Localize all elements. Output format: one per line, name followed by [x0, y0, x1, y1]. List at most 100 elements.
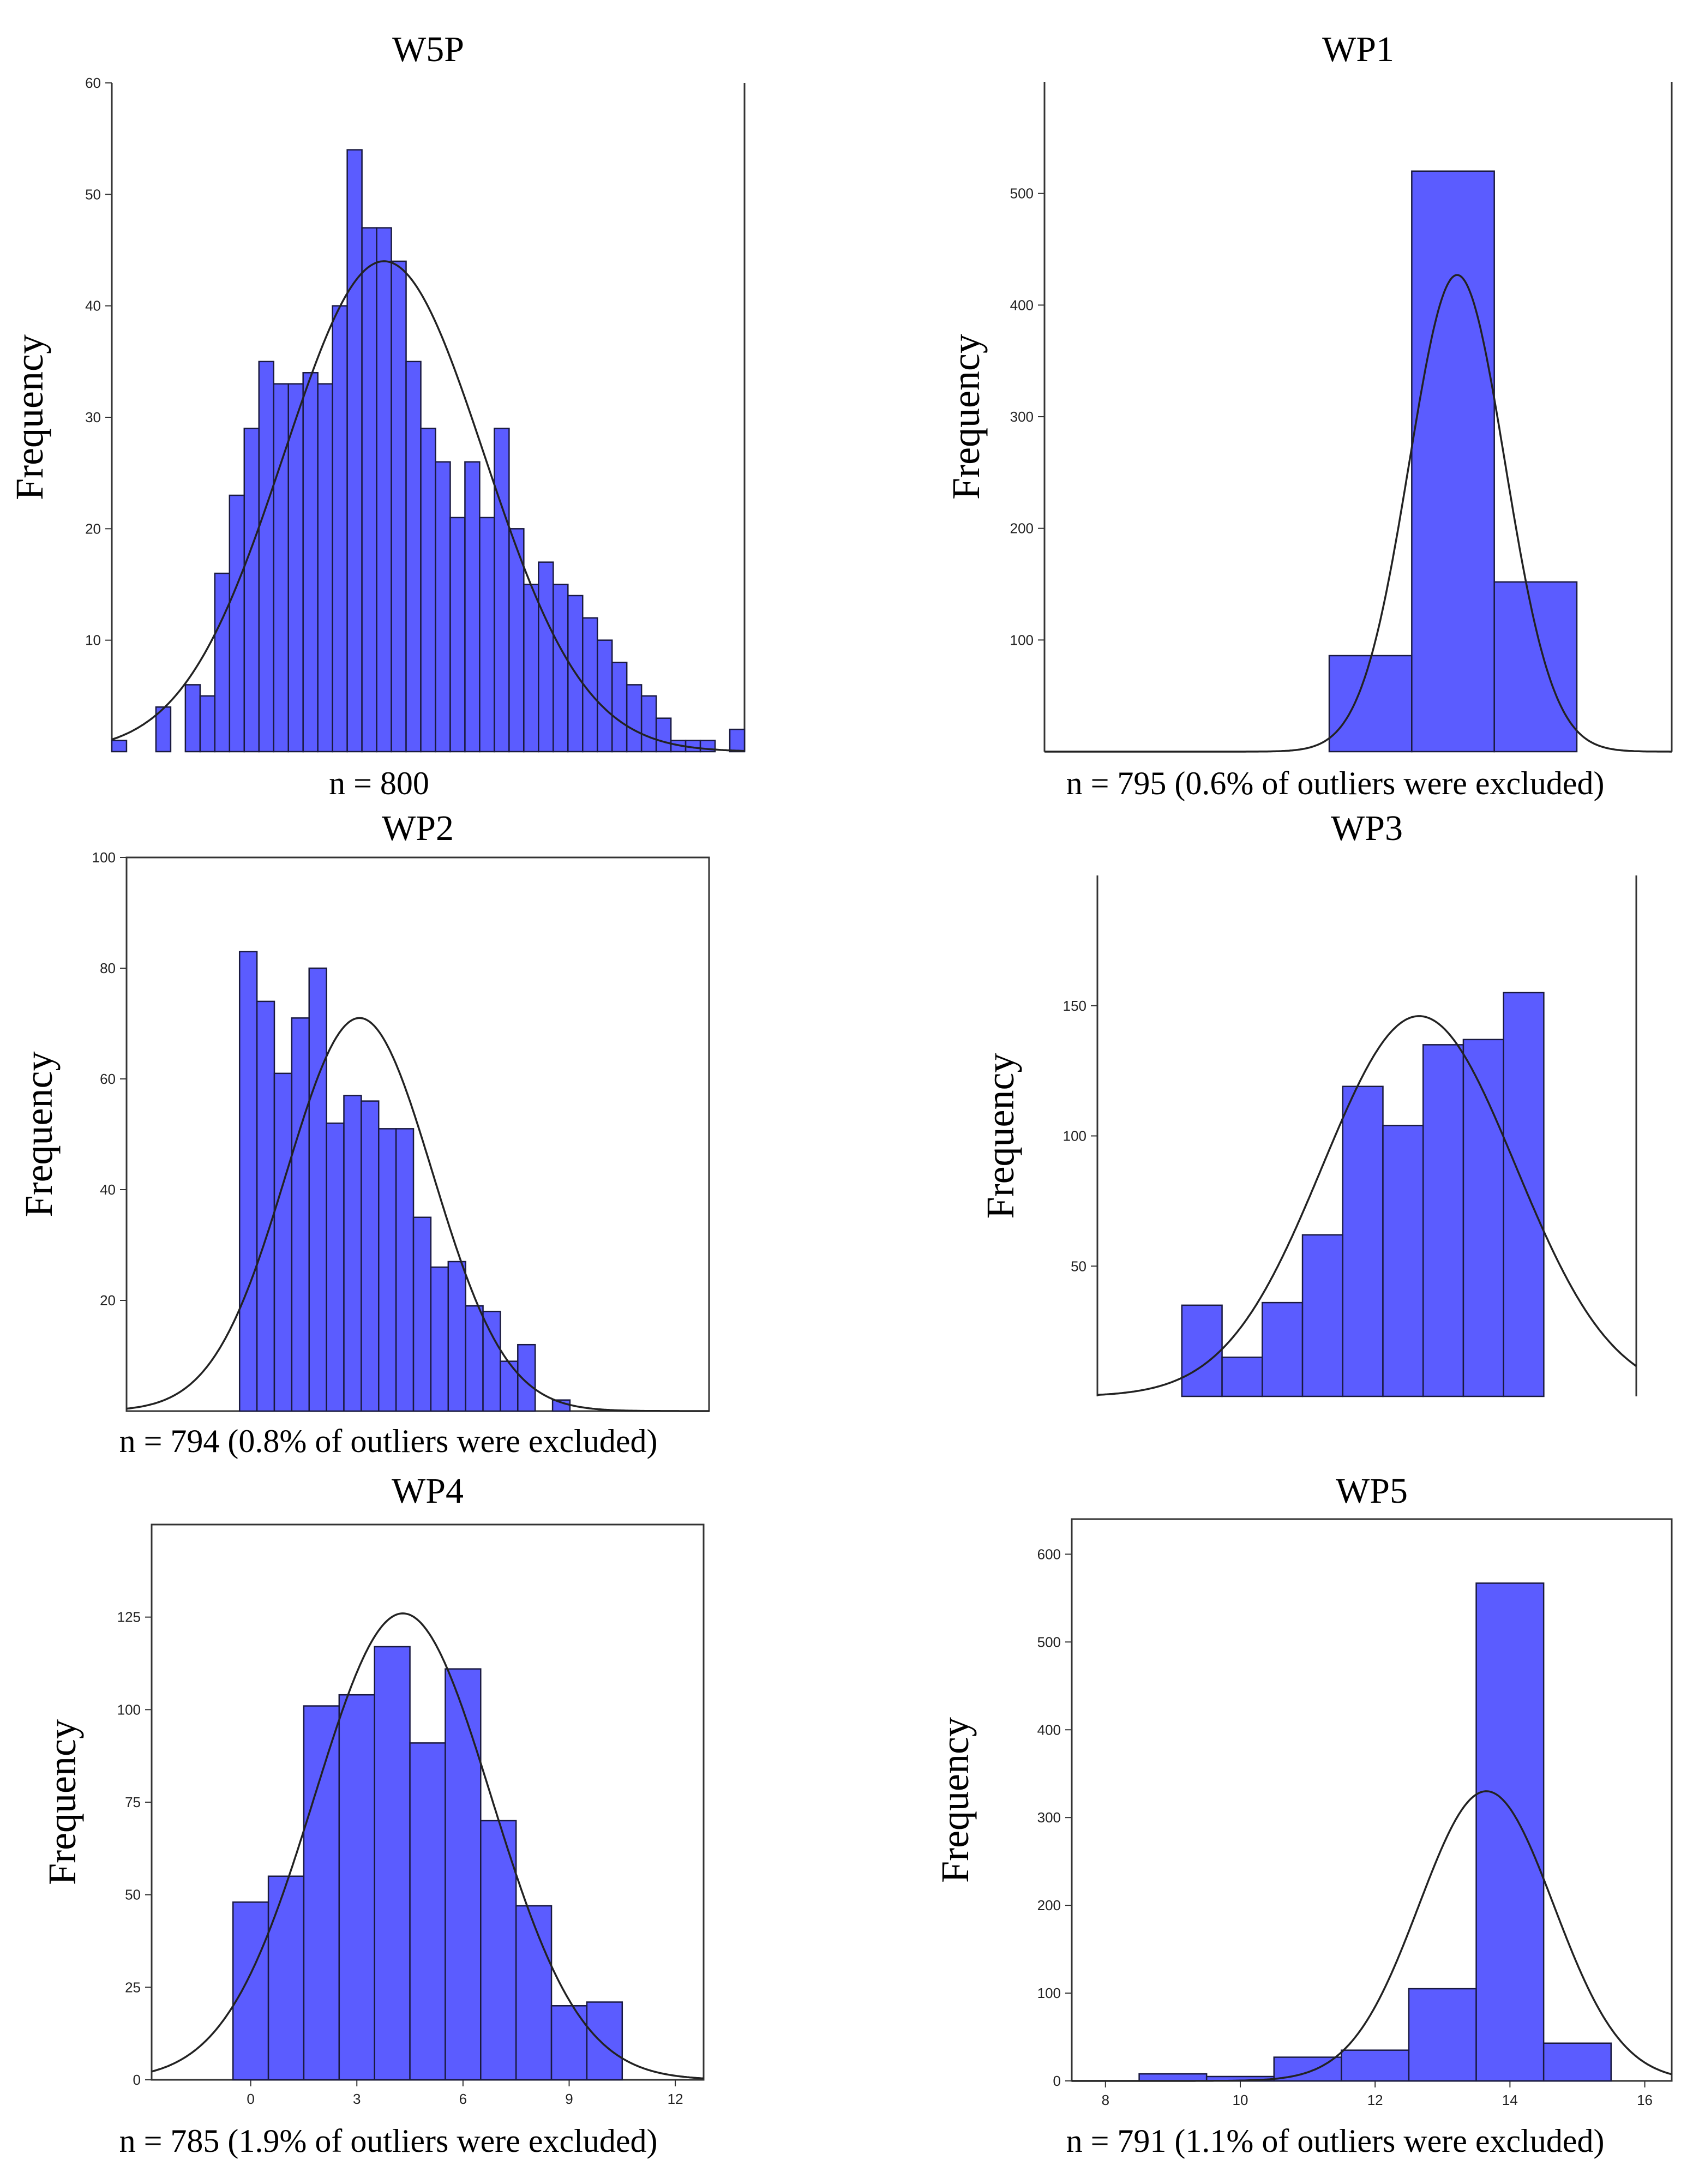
histogram-bar — [611, 662, 628, 753]
histogram-bar — [640, 695, 657, 753]
histogram-bar — [523, 584, 539, 753]
histogram-bar — [517, 1343, 536, 1412]
histogram-bar — [111, 740, 128, 753]
y-axis-label: Frequency — [17, 1052, 61, 1217]
histogram-bar — [199, 695, 216, 753]
histogram-bar — [494, 428, 510, 753]
histogram-bar — [326, 1122, 345, 1412]
y-tick-label: 500 — [1010, 185, 1034, 202]
histogram-bar — [430, 1266, 449, 1412]
histogram-bar — [1503, 992, 1545, 1397]
histogram-bar — [346, 149, 363, 753]
chart-panel-w5p: W5P Frequency 10 20 30 40 50 60 n = 800 — [8, 29, 746, 801]
histogram-bar — [1342, 1085, 1384, 1397]
histogram-bar — [435, 461, 451, 753]
y-tick-label: 50 — [85, 186, 101, 202]
chart-title: WP4 — [392, 1471, 464, 1511]
y-tick-label: 400 — [1010, 297, 1034, 313]
histogram-bar — [655, 717, 672, 753]
histogram-bar — [256, 1000, 275, 1412]
chart-title: WP2 — [382, 808, 454, 848]
histogram-bar — [391, 260, 407, 753]
histogram-bar — [1221, 1357, 1263, 1397]
y-tick-label: 60 — [85, 75, 101, 91]
histogram-bar — [449, 517, 466, 753]
y-tick-label: 200 — [1010, 520, 1034, 537]
plot-frame — [1071, 1518, 1673, 2082]
chart-panel-wp1: WP1 Frequency 100 200 300 400 500 n = 795 (0.6%… — [944, 29, 1673, 801]
histogram-bar — [238, 951, 258, 1412]
histogram-bar — [405, 361, 422, 753]
histogram-bar — [395, 1128, 415, 1412]
y-tick-label: 30 — [85, 409, 101, 425]
histogram-bar — [447, 1261, 466, 1412]
histogram-bar — [1138, 2073, 1208, 2082]
histogram-bar — [1462, 1039, 1504, 1397]
y-axis-label: Frequency — [944, 334, 988, 500]
y-tick-label: 40 — [85, 298, 101, 314]
normal-curve — [111, 260, 745, 752]
histogram-bar — [1262, 1301, 1304, 1397]
histogram-bar — [273, 1072, 293, 1412]
histogram-bar — [378, 1128, 397, 1412]
chart-panel-wp3: WP3 Frequency 50 100 150 — [978, 808, 1637, 1397]
chart-title: WP5 — [1336, 1471, 1408, 1511]
histogram-bar — [1382, 1125, 1424, 1397]
y-axis-label: Frequency — [8, 334, 51, 500]
histogram-bar — [229, 494, 245, 753]
histogram-bar — [214, 572, 231, 753]
y-tick-label: 100 — [92, 849, 116, 866]
y-tick-label: 400 — [1037, 1721, 1061, 1738]
y-tick-label: 20 — [85, 520, 101, 537]
histogram-bar — [729, 728, 746, 753]
histogram-bar — [538, 561, 554, 753]
x-tick-label: 12 — [1367, 2092, 1383, 2108]
histogram-bar — [553, 584, 569, 753]
y-tick-label: 20 — [100, 1292, 116, 1309]
y-tick-label: 300 — [1037, 1809, 1061, 1826]
chart-title: W5P — [392, 29, 464, 69]
y-tick-label: 100 — [117, 1701, 141, 1718]
histogram-bar — [409, 1742, 446, 2081]
normal-curve — [1097, 1015, 1637, 1396]
histogram-bar — [308, 967, 327, 1412]
histogram-bar — [482, 1311, 501, 1412]
histogram-bar — [550, 2005, 588, 2081]
y-tick-label: 500 — [1037, 1634, 1061, 1650]
x-tick-label: 0 — [247, 2091, 254, 2107]
x-tick-label: 14 — [1502, 2092, 1518, 2108]
histogram-bar — [1542, 2042, 1612, 2082]
chart-title: WP1 — [1322, 29, 1394, 69]
y-tick-label: 40 — [100, 1181, 116, 1198]
chart-title: WP3 — [1331, 808, 1403, 848]
y-tick-label: 50 — [1071, 1258, 1086, 1274]
y-tick-label: 50 — [125, 1887, 141, 1903]
histogram-bar — [332, 305, 348, 753]
y-tick-label: 75 — [125, 1794, 141, 1810]
histogram-bar — [361, 1100, 380, 1412]
y-tick-label: 60 — [100, 1071, 116, 1087]
x-tick-label: 16 — [1637, 2092, 1653, 2108]
histogram-bar — [1411, 170, 1495, 753]
histogram-bar — [515, 1905, 553, 2081]
histogram-bar — [243, 428, 260, 753]
histogram-bar — [1341, 2049, 1410, 2082]
histogram-bar — [500, 1360, 519, 1412]
histogram-bar — [303, 1705, 340, 2081]
histogram-bar — [273, 383, 289, 753]
histogram-bar — [374, 1646, 411, 2081]
y-tick-label: 0 — [133, 2072, 141, 2088]
histogram-bar — [184, 684, 201, 753]
histogram-bar — [1493, 581, 1578, 753]
histogram-bar — [267, 1875, 305, 2081]
y-axis-label: Frequency — [933, 1717, 977, 1883]
histogram-bar — [258, 361, 274, 753]
histogram-bar — [412, 1216, 432, 1412]
histogram-bar — [480, 1820, 517, 2081]
y-tick-label: 0 — [1053, 2073, 1061, 2089]
y-axis-label: Frequency — [40, 1719, 84, 1885]
chart-panel-wp4: WP4 Frequency 0 25 50 75 100 125 0 3 6 9 12 n = 785 (… — [40, 1471, 705, 2159]
histogram-bar — [420, 428, 436, 753]
sample-size-caption: n = 800 — [329, 765, 429, 801]
